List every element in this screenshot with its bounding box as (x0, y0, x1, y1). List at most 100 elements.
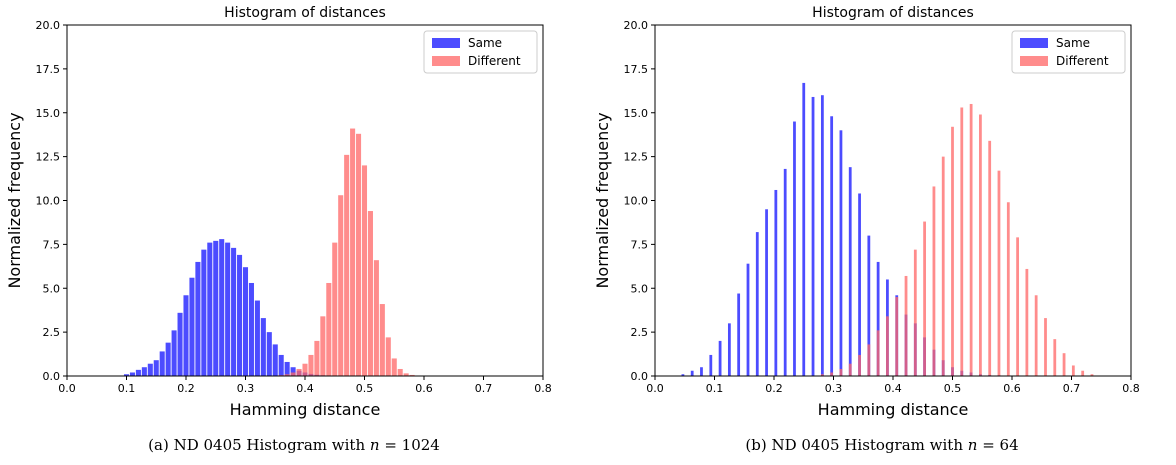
y-tick-label: 12.5 (36, 151, 61, 164)
chart-a-legend: Same Different (423, 30, 538, 74)
bar-different-b (820, 374, 824, 376)
bar-different-a (409, 374, 415, 376)
x-tick-label: 0.2 (765, 382, 783, 395)
legend-label-same: Same (1056, 36, 1090, 50)
bar-different-a (373, 260, 379, 376)
bar-same-b (820, 95, 824, 376)
bar-same-a (213, 240, 219, 376)
legend-label-same: Same (468, 36, 502, 50)
bar-same-a (147, 363, 153, 376)
bar-same-a (195, 261, 201, 376)
bar-same-b (876, 261, 880, 376)
x-tick-label: 0.8 (534, 382, 552, 395)
chart-b-legend: Same Different (1011, 30, 1126, 74)
chart-b-frame (654, 24, 1132, 377)
x-tick-label: 0.0 (646, 382, 664, 395)
y-tick-label: 5.0 (631, 282, 649, 295)
x-tick-label: 0.6 (1003, 382, 1021, 395)
bar-different-b (839, 368, 843, 376)
bar-different-a (290, 372, 296, 376)
bar-same-b (802, 82, 806, 376)
bar-different-b (876, 330, 880, 376)
bar-same-a (254, 300, 260, 376)
bar-different-a (296, 368, 302, 376)
bar-same-b (867, 235, 871, 376)
bar-different-b (969, 103, 973, 376)
bar-different-a (397, 368, 403, 376)
x-tick-label: 0.7 (1063, 382, 1081, 395)
bar-different-a (326, 282, 332, 376)
bar-same-a (165, 342, 171, 376)
legend-label-different: Different (468, 54, 521, 68)
histogram-panel-b: Histogram of distances 0.0 0.1 0.2 0.3 0.4 0.5… (588, 0, 1176, 465)
y-tick-label: 2.5 (43, 326, 61, 339)
chart-a-title: Histogram of distances (224, 5, 386, 21)
bar-different-a (350, 128, 356, 376)
bar-different-a (314, 340, 320, 376)
bar-same-b (709, 354, 713, 376)
bar-different-b (932, 186, 936, 376)
x-tick-label: 0.4 (296, 382, 314, 395)
bar-same-b (848, 167, 852, 376)
bar-same-a (266, 332, 272, 376)
bar-different-a (344, 154, 350, 376)
bar-different-a (356, 133, 362, 376)
bar-same-a (207, 242, 213, 376)
y-tick-label: 17.5 (36, 63, 61, 76)
bar-different-b (979, 114, 982, 376)
bar-different-b (867, 344, 871, 376)
bar-same-b (690, 370, 694, 376)
bar-same-b (700, 367, 703, 376)
x-tick-label: 0.0 (58, 382, 76, 395)
caption-b-suffix: = 64 (977, 436, 1019, 454)
bar-same-a (242, 267, 249, 376)
bar-different-a (361, 165, 368, 376)
bar-different-b (1090, 374, 1094, 376)
y-tick-label: 0.0 (631, 370, 649, 383)
bar-different-b (960, 107, 964, 376)
y-tick-label: 10.0 (624, 195, 649, 208)
bar-different-b (1044, 318, 1047, 376)
bar-same-a (290, 367, 296, 376)
bar-same-b (811, 96, 815, 376)
bar-different-b (1071, 365, 1075, 376)
bar-same-b (737, 293, 741, 376)
bar-same-a (225, 242, 231, 376)
bar-same-b (858, 193, 861, 376)
bar-same-a (135, 369, 141, 376)
chart-a-frame (66, 24, 544, 377)
chart-b-ylabel: Normalized frequency (593, 112, 612, 288)
bar-same-a (171, 330, 177, 376)
bar-different-b (848, 363, 852, 376)
y-tick-label: 10.0 (36, 195, 61, 208)
chart-a: Histogram of distances 0.0 0.1 0.2 0.3 0.4 0.5… (5, 5, 552, 419)
bar-same-b (765, 209, 768, 376)
x-tick-label: 0.1 (118, 382, 136, 395)
bar-same-a (248, 282, 254, 376)
bar-same-a (278, 354, 284, 376)
bar-same-a (260, 318, 266, 376)
bar-different-a (379, 304, 385, 376)
caption-a-prefix: (a) ND 0405 Histogram with (148, 436, 370, 454)
caption-b-var: n (967, 436, 978, 454)
bar-same-a (219, 239, 225, 376)
x-tick-label: 0.3 (825, 382, 843, 395)
bar-different-b (951, 126, 954, 376)
bar-different-b (1062, 353, 1066, 376)
y-tick-label: 20.0 (624, 19, 649, 32)
x-tick-label: 0.1 (706, 382, 724, 395)
bar-different-a (338, 195, 344, 376)
histogram-panel-a: Histogram of distances 0.0 0.1 0.2 0.3 0.4 0.5… (5, 5, 552, 454)
chart-b: Histogram of distances 0.0 0.1 0.2 0.3 0.4 0.5… (593, 5, 1140, 419)
y-tick-label: 2.5 (631, 326, 649, 339)
caption-b: (b) ND 0405 Histogram with n = 64 (588, 436, 1176, 454)
y-tick-label: 15.0 (624, 107, 649, 120)
x-tick-label: 0.6 (415, 382, 433, 395)
bar-different-b (1006, 202, 1010, 376)
bar-same-a (201, 249, 207, 376)
bar-different-a (284, 374, 290, 376)
legend-swatch-same (432, 38, 460, 48)
bar-different-b (997, 170, 1001, 376)
x-tick-label: 0.7 (475, 382, 493, 395)
bar-different-b (1016, 237, 1019, 376)
